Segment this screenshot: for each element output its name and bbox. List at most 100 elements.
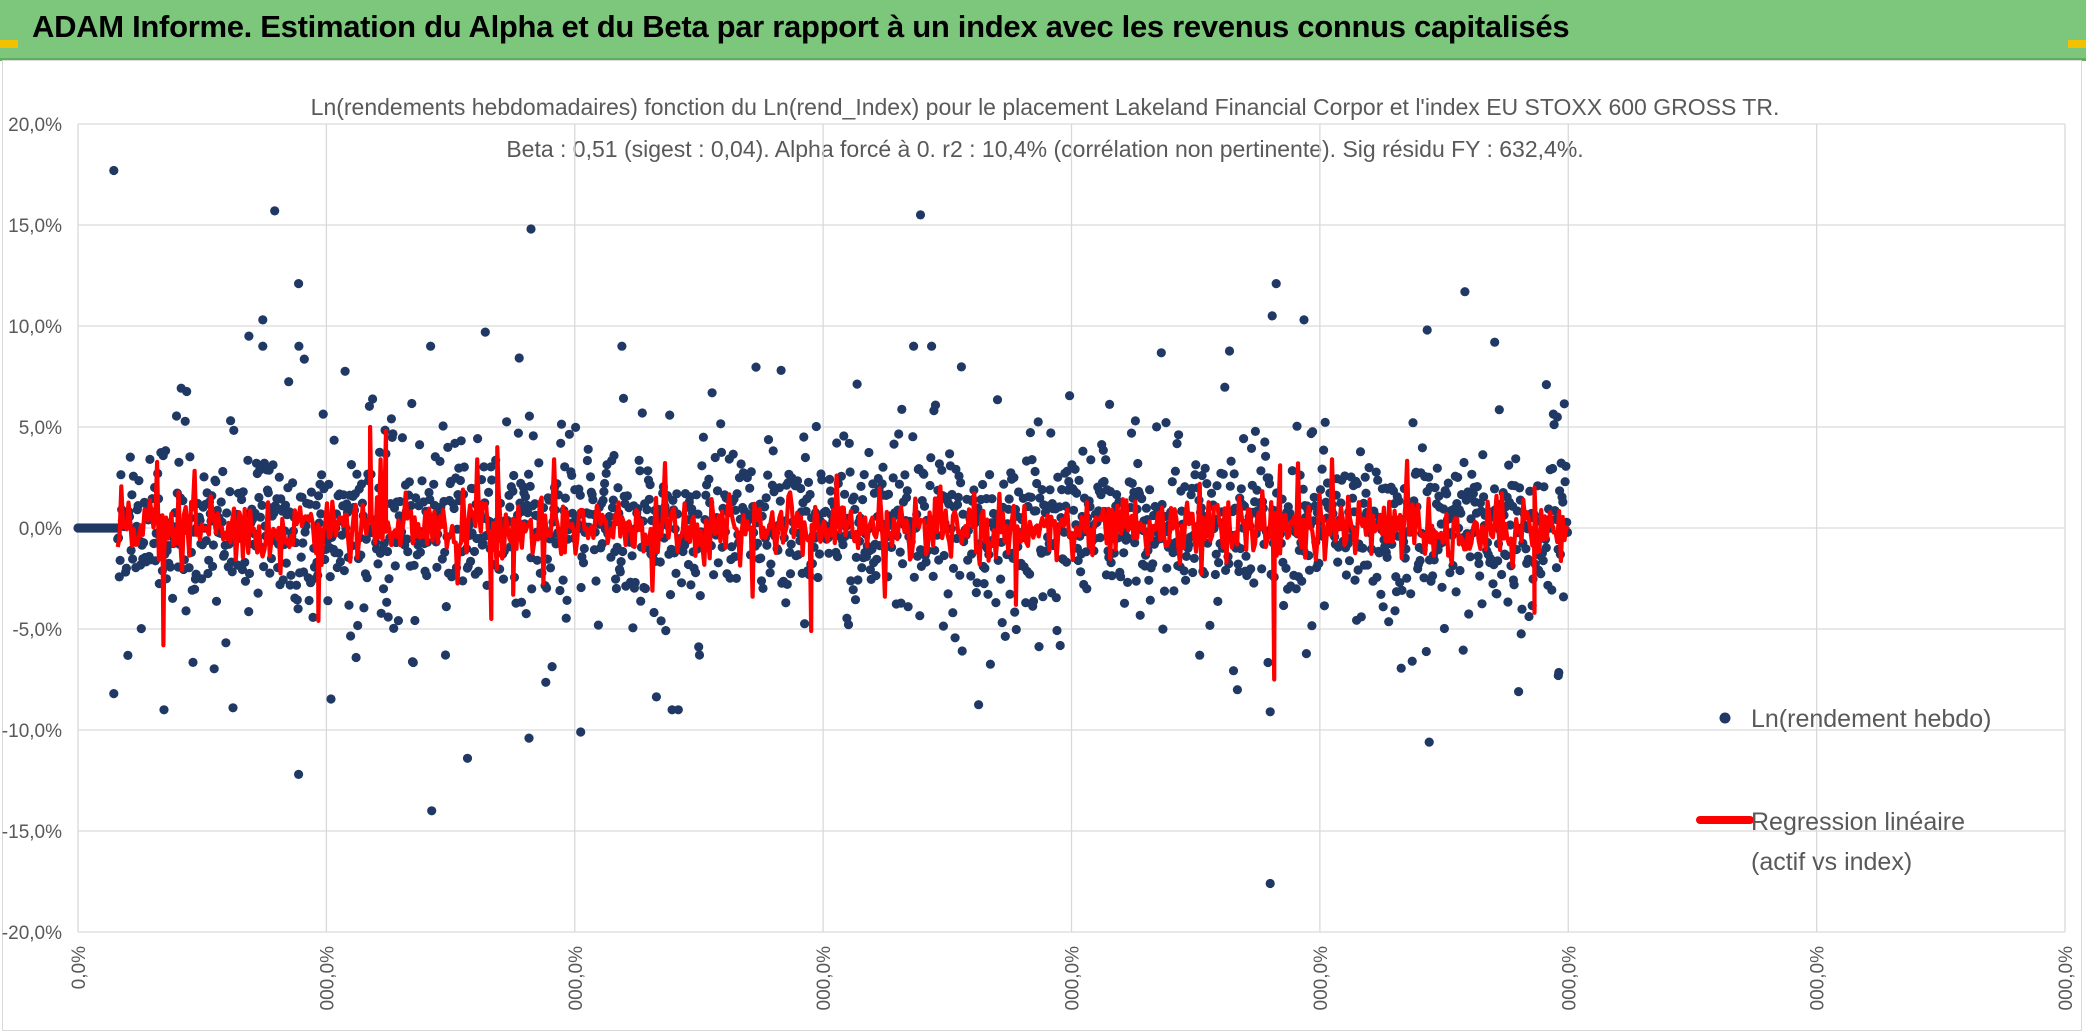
scatter-point [785, 569, 796, 579]
scatter-point [1256, 466, 1266, 476]
scatter-point [627, 551, 637, 561]
scatter-point [556, 438, 566, 448]
scatter-point [274, 472, 284, 482]
scatter-point [848, 585, 858, 595]
scatter-point [843, 620, 854, 630]
scatter-point [1263, 657, 1273, 668]
scatter-point [524, 411, 535, 421]
scatter-point [123, 650, 133, 661]
scatter-point [1252, 485, 1262, 495]
scatter-point [487, 475, 497, 485]
scatter-point [585, 472, 596, 482]
scatter-point [1451, 587, 1461, 597]
scatter-point [736, 459, 746, 469]
scatter-point [479, 462, 489, 472]
y-tick-label: 10,0% [8, 317, 62, 338]
scatter-point [1292, 421, 1302, 431]
scatter-point [1473, 551, 1483, 561]
scatter-point [139, 538, 149, 548]
scatter-point [1523, 554, 1533, 565]
scatter-point [1096, 490, 1106, 500]
scatter-point [1406, 589, 1416, 599]
scatter-point [376, 608, 386, 618]
scatter-point [1010, 607, 1020, 617]
scatter-point [745, 483, 755, 493]
scatter-point [1378, 602, 1388, 612]
scatter-point [1548, 463, 1558, 474]
scatter-point [1119, 548, 1129, 558]
scatter-point [1249, 578, 1259, 588]
x-tick-label: 000,0% [1311, 946, 1332, 1011]
scatter-point [974, 700, 984, 710]
scatter-point [456, 436, 466, 446]
scatter-point [1479, 492, 1489, 502]
scatter-point [263, 488, 273, 498]
scatter-point [1052, 625, 1062, 636]
scatter-point [1315, 485, 1326, 495]
scatter-point [928, 571, 938, 582]
y-tick-label: -10,0% [2, 721, 62, 742]
scatter-point [762, 540, 772, 550]
scatter-point [1299, 315, 1309, 325]
scatter-point [1415, 555, 1425, 566]
scatter-point [694, 642, 704, 652]
scatter-point [410, 615, 420, 626]
scatter-point [128, 554, 138, 564]
scatter-point [466, 556, 476, 567]
scatter-point [1317, 464, 1327, 474]
scatter-point [991, 598, 1001, 608]
scatter-point [435, 456, 445, 466]
scatter-point [864, 447, 874, 458]
scatter-point [502, 417, 512, 427]
scatter-point [630, 577, 640, 588]
scatter-point [209, 664, 219, 674]
scatter-point [1551, 563, 1562, 573]
scatter-point [1525, 486, 1535, 496]
scatter-point [1086, 455, 1096, 465]
scatter-point [1514, 687, 1524, 697]
scatter-point [1233, 559, 1243, 569]
scatter-point [1009, 473, 1019, 483]
scatter-point [294, 279, 304, 289]
scatter-point [839, 431, 849, 441]
scatter-point [1439, 504, 1449, 514]
scatter-point [858, 495, 868, 505]
scatter-point [1260, 437, 1270, 447]
scatter-point [1421, 646, 1431, 657]
scatter-point [894, 429, 904, 439]
y-tick-label: 0,0% [19, 519, 62, 540]
scatter-point [1434, 491, 1444, 501]
scatter-point [1004, 494, 1014, 504]
scatter-point [1402, 573, 1412, 583]
scatter-point [600, 478, 610, 489]
scatter-point [190, 584, 200, 594]
scatter-point [956, 478, 966, 488]
scatter-point [800, 619, 810, 629]
scatter-point [1014, 487, 1024, 497]
scatter-point [1030, 466, 1040, 477]
scatter-point [1291, 584, 1301, 594]
scatter-point [188, 657, 198, 668]
scatter-point [856, 481, 866, 491]
scatter-point [384, 574, 394, 584]
scatter-point [1174, 430, 1184, 440]
scatter-point [526, 224, 536, 234]
scatter-point [676, 578, 687, 588]
scatter-point [1000, 631, 1010, 642]
scatter-point [985, 470, 995, 480]
scatter-point [534, 458, 544, 468]
scatter-point [859, 470, 869, 480]
scatter-point [227, 567, 237, 577]
scatter-point [774, 483, 785, 493]
scatter-point [316, 509, 326, 519]
scatter-point [937, 465, 947, 475]
scatter-point [1250, 426, 1260, 436]
scatter-point [1229, 469, 1239, 479]
scatter-point [799, 432, 809, 442]
scatter-point [1190, 470, 1200, 480]
scatter-point [985, 659, 996, 669]
scatter-point [335, 557, 345, 567]
scatter-point [1180, 482, 1190, 492]
scatter-point [1152, 422, 1162, 432]
scatter-point [211, 477, 221, 487]
